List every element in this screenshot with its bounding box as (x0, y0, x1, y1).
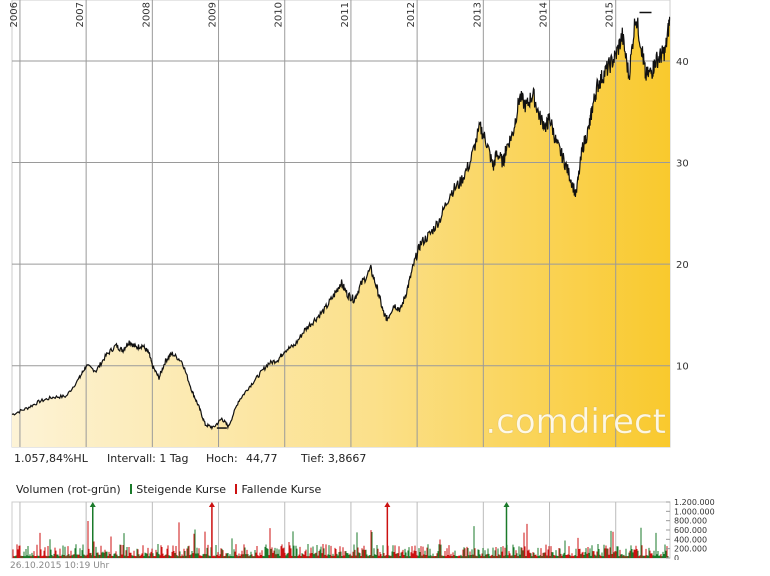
volume-tick-label-0: 0 (674, 554, 679, 560)
volume-peak-arrow-0 (89, 502, 96, 507)
high-label: Hoch: (206, 452, 238, 465)
volume-peak-arrow-1 (208, 502, 215, 507)
y-tick-label-40: 40 (676, 57, 689, 68)
high-value: 44,77 (246, 452, 278, 465)
x-tick-label-2006: 2006 (9, 2, 20, 27)
y-tick-label-30: 30 (676, 159, 689, 170)
price-chart: 2006 2007 2008 2009 2010 2011 2012 2013 2014 2015… (9, 0, 689, 448)
gridlines-overlay (12, 0, 670, 447)
volume-peak-markers (89, 502, 510, 558)
x-tick-label-2011: 2011 (340, 2, 351, 27)
y-tick-label-10: 10 (676, 362, 689, 373)
x-tick-label-2014: 2014 (539, 2, 550, 27)
falling-color-mark (235, 484, 238, 494)
x-tick-label-2012: 2012 (406, 2, 417, 27)
rising-label: Steigende Kurse (136, 483, 226, 496)
volume-tick-label-5: 1.000.000 (674, 507, 715, 516)
performance-value: 1.057,84%HL (14, 452, 88, 465)
volume-tick-label-2: 400.000 (674, 535, 707, 544)
price-line (11, 16, 671, 431)
rising-color-mark (130, 484, 133, 494)
volume-title: Volumen (rot-grün) (16, 483, 121, 496)
x-tick-label-2008: 2008 (141, 2, 152, 27)
falling-label: Fallende Kurse (241, 483, 322, 496)
interval-label: Intervall: 1 Tag (107, 452, 189, 465)
y-axis-tick-labels: 10 20 30 40 (676, 57, 689, 373)
high-low-markers (216, 11, 652, 429)
comdirect-watermark: .comdirect (485, 402, 666, 442)
x-tick-label-2015: 2015 (605, 2, 616, 27)
x-tick-label-2007: 2007 (75, 2, 86, 27)
volume-tick-label-6: 1.200.000 (674, 498, 715, 507)
volume-chart: 0200.000400.000600.000800.0001.000.0001.… (11, 498, 715, 560)
volume-tick-label-1: 200.000 (674, 545, 707, 554)
x-tick-label-2010: 2010 (274, 2, 285, 27)
timestamp: 26.10.2015 10:19 Uhr (10, 561, 110, 571)
volume-tick-labels: 0200.000400.000600.000800.0001.000.0001.… (666, 498, 715, 560)
volume-legend: Volumen (rot-grün) Steigende Kurse Falle… (16, 483, 321, 496)
volume-tick-label-3: 600.000 (674, 526, 707, 535)
volume-tick-label-4: 800.000 (674, 517, 707, 526)
low-label: Tief: 3,8667 (301, 452, 367, 465)
x-tick-label-2009: 2009 (208, 2, 219, 27)
x-axis-tick-labels: 2006 2007 2008 2009 2010 2011 2012 2013 2014 2015 (9, 2, 616, 27)
volume-peak-arrow-3 (503, 502, 510, 507)
volume-bars (12, 521, 669, 558)
price-area-fill (12, 17, 670, 448)
y-tick-label-20: 20 (676, 260, 689, 271)
volume-peak-arrow-2 (384, 502, 391, 507)
x-tick-label-2013: 2013 (472, 2, 483, 27)
